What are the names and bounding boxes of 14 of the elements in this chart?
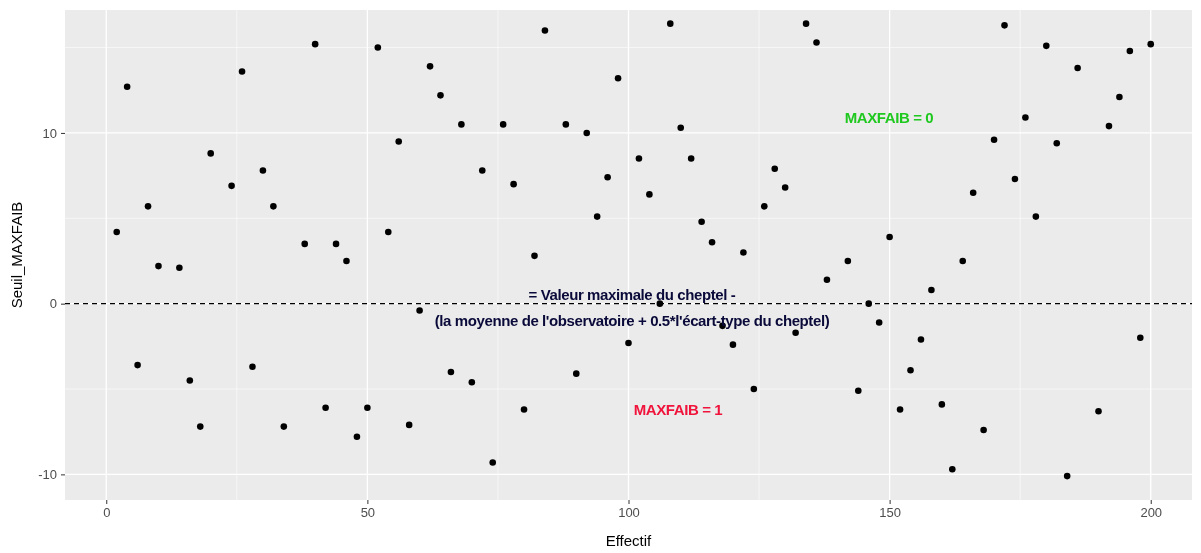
y-tick-label: -10 [38, 467, 57, 483]
annotation: MAXFAIB = 0 [844, 109, 934, 127]
annotation: (la moyenne de l'observatoire + 0.5*l'écart-type du cheptel) [434, 312, 830, 330]
x-tick-label: 100 [618, 505, 640, 521]
x-axis-title: Effectif [605, 532, 653, 549]
x-tick-label: 200 [1140, 505, 1163, 521]
x-tick-label: 50 [360, 505, 376, 521]
x-tick-label: 0 [103, 505, 111, 521]
x-tick-label: 150 [879, 505, 901, 521]
y-tick-label: 0 [49, 296, 57, 312]
annotation: = Valeur maximale du cheptel - [528, 286, 736, 304]
y-axis-title: Seuil_MAXFAIB [8, 201, 25, 309]
annotation: MAXFAIB = 1 [633, 401, 723, 419]
y-tick-label: 10 [42, 125, 57, 141]
